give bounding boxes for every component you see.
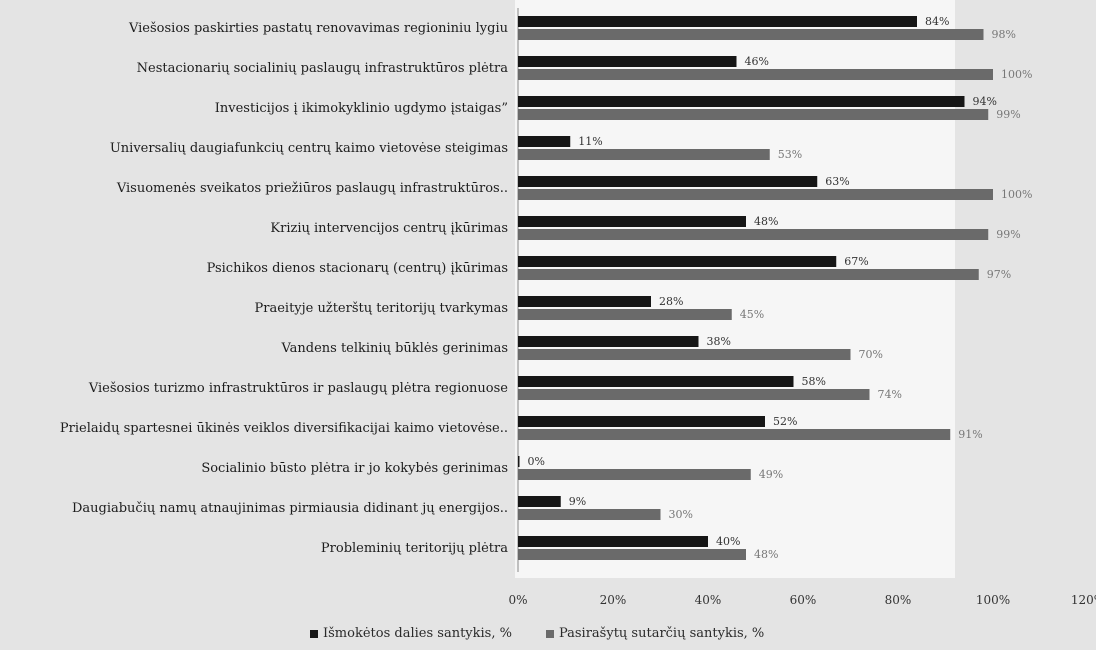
data-label-signed: 91%: [958, 428, 982, 441]
data-label-paid: 63%: [825, 175, 849, 188]
category-label: Universalių daugiafunkcių centrų kaimo v…: [110, 141, 508, 156]
bar-paid: [518, 336, 699, 347]
data-label-signed: 30%: [669, 508, 693, 521]
data-label-paid: 48%: [754, 215, 778, 228]
bar-signed: [518, 389, 870, 400]
category-label: Psichikos dienos stacionarų (centrų) įkū…: [207, 261, 508, 276]
data-label-signed: 49%: [759, 468, 783, 481]
x-tick-labels: 0% 20% 40% 60% 80% 100% 120%: [508, 593, 1096, 607]
bar-signed: [518, 69, 993, 80]
data-label-signed: 99%: [996, 108, 1020, 121]
category-labels: Viešosios paskirties pastatų renovavimas…: [60, 21, 508, 556]
plot-background: [515, 0, 955, 578]
data-label-signed: 100%: [1001, 68, 1032, 81]
bar-signed: [518, 29, 984, 40]
bar-signed: [518, 189, 993, 200]
category-label: Vandens telkinių būklės gerinimas: [280, 341, 508, 356]
bar-signed: [518, 269, 979, 280]
data-label-signed: 53%: [778, 148, 802, 161]
category-label: Visuomenės sveikatos priežiūros paslaugų…: [116, 181, 508, 196]
x-tick-label: 20%: [600, 593, 627, 607]
data-label-paid: 11%: [578, 135, 602, 148]
data-label-signed: 45%: [740, 308, 764, 321]
category-label: Socialinio būsto plėtra ir jo kokybės ge…: [201, 461, 508, 476]
x-tick-label: 100%: [976, 593, 1010, 607]
legend-swatch-signed: [545, 629, 554, 638]
data-label-paid: 40%: [716, 535, 740, 548]
data-label-signed: 97%: [987, 268, 1011, 281]
data-label-paid: 9%: [569, 495, 586, 508]
x-tick-label: 80%: [885, 593, 912, 607]
legend-item-signed: Pasirašytų sutarčių santykis, %: [545, 626, 765, 641]
bar-paid: [518, 56, 737, 67]
bar-paid: [518, 536, 708, 547]
bar-signed: [518, 109, 989, 120]
x-tick-label: 120%: [1071, 593, 1096, 607]
category-label: Krizių intervencijos centrų įkūrimas: [270, 221, 508, 236]
data-label-paid: 28%: [659, 295, 683, 308]
legend-label-signed: Pasirašytų sutarčių santykis, %: [558, 626, 765, 641]
data-label-signed: 99%: [996, 228, 1020, 241]
bar-paid: [518, 216, 746, 227]
bar-signed: [518, 549, 746, 560]
bar-paid: [518, 416, 765, 427]
data-label-paid: 58%: [802, 375, 826, 388]
bar-paid: [518, 16, 917, 27]
category-label: Prielaidų spartesnei ūkinės veiklos dive…: [60, 421, 508, 436]
data-label-paid: 67%: [844, 255, 868, 268]
category-label: Daugiabučių namų atnaujinimas pirmiausia…: [72, 501, 508, 516]
legend-label-paid: Išmokėtos dalies santykis, %: [323, 626, 512, 641]
category-label: Viešosios paskirties pastatų renovavimas…: [128, 21, 508, 36]
bar-paid: [518, 136, 571, 147]
bar-signed: [518, 509, 661, 520]
data-label-signed: 70%: [859, 348, 883, 361]
bar-paid: [518, 456, 520, 467]
data-label-signed: 74%: [878, 388, 902, 401]
data-label-signed: 100%: [1001, 188, 1032, 201]
data-label-paid: 0%: [528, 455, 545, 468]
bar-signed: [518, 429, 951, 440]
bar-paid: [518, 496, 561, 507]
category-label: Nestacionarių socialinių paslaugų infras…: [137, 61, 509, 76]
value-labels: 84%98%46%100%94%99%11%53%63%100%48%99%67…: [528, 15, 1033, 561]
x-tick-label: 0%: [508, 593, 527, 607]
bar-paid: [518, 296, 651, 307]
bar-paid: [518, 376, 794, 387]
legend-item-paid: Išmokėtos dalies santykis, %: [310, 626, 512, 641]
legend-swatch-paid: [310, 629, 318, 638]
bar-signed: [518, 149, 770, 160]
category-label: Probleminių teritorijų plėtra: [321, 541, 508, 556]
bars-layer: [518, 16, 993, 560]
data-label-paid: 84%: [925, 15, 949, 28]
bar-signed: [518, 349, 851, 360]
data-label-paid: 38%: [707, 335, 731, 348]
category-label: Praeityje užterštų teritorijų tvarkymas: [255, 301, 509, 316]
data-label-paid: 52%: [773, 415, 797, 428]
data-label-signed: 98%: [992, 28, 1016, 41]
legend: Išmokėtos dalies santykis, % Pasirašytų …: [310, 626, 764, 641]
data-label-paid: 94%: [973, 95, 997, 108]
bar-paid: [518, 96, 965, 107]
x-tick-label: 40%: [695, 593, 722, 607]
category-label: Viešosios turizmo infrastruktūros ir pas…: [88, 381, 508, 396]
bar-signed: [518, 469, 751, 480]
bar-signed: [518, 229, 989, 240]
data-label-signed: 48%: [754, 548, 778, 561]
data-label-paid: 46%: [745, 55, 769, 68]
bar-paid: [518, 256, 837, 267]
category-label: Investicijos į ikimokyklinio ugdymo įsta…: [215, 101, 508, 116]
bar-paid: [518, 176, 818, 187]
bar-signed: [518, 309, 732, 320]
x-tick-label: 60%: [790, 593, 817, 607]
